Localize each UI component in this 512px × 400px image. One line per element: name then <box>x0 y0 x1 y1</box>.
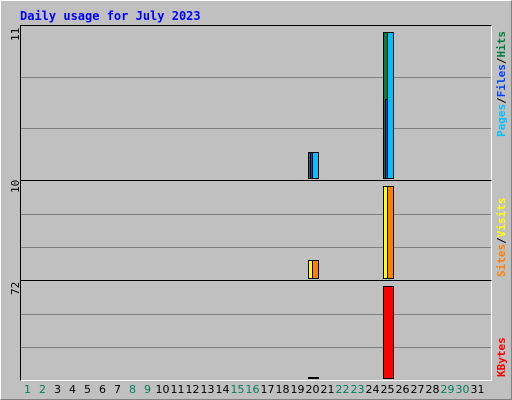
bar-pages-day-20 <box>312 152 319 179</box>
x-tick-label-30: 30 <box>455 383 470 396</box>
legend-item: Files <box>495 64 508 98</box>
x-tick-label-1: 1 <box>24 383 31 396</box>
legend-item: / <box>495 237 508 244</box>
hits-ymax-label: 11 <box>9 27 22 41</box>
gridline <box>21 128 491 129</box>
gridline <box>21 77 491 78</box>
x-tick-label-23: 23 <box>350 383 365 396</box>
legend-item: Sites <box>495 243 508 277</box>
x-tick-label-29: 29 <box>440 383 455 396</box>
x-tick-label-13: 13 <box>200 383 215 396</box>
x-tick-label-5: 5 <box>84 383 91 396</box>
x-tick-label-28: 28 <box>425 383 440 396</box>
x-tick-label-7: 7 <box>114 383 121 396</box>
legend-item: Visits <box>495 197 508 238</box>
x-tick-label-19: 19 <box>290 383 305 396</box>
gridline <box>21 347 491 348</box>
bar-sites-day-20 <box>312 260 319 279</box>
bar-kbytes-day-20 <box>308 377 319 379</box>
gridline <box>21 314 491 315</box>
x-tick-label-9: 9 <box>144 383 151 396</box>
bar-pages-day-25 <box>387 32 394 179</box>
gridline <box>21 247 491 248</box>
x-tick-label-12: 12 <box>185 383 200 396</box>
x-tick-label-16: 16 <box>245 383 260 396</box>
x-tick-label-2: 2 <box>39 383 46 396</box>
x-tick-label-10: 10 <box>155 383 170 396</box>
x-tick-label-14: 14 <box>215 383 230 396</box>
sites-legend: Sites/Visits <box>495 198 508 278</box>
x-tick-label-3: 3 <box>54 383 61 396</box>
x-tick-label-25: 25 <box>380 383 395 396</box>
kbytes-panel <box>20 280 492 381</box>
kbytes-ymax-label: 72 <box>9 281 22 295</box>
x-tick-label-20: 20 <box>305 383 320 396</box>
x-tick-label-6: 6 <box>99 383 106 396</box>
x-tick-label-24: 24 <box>365 383 380 396</box>
hits-legend: Pages/Files/Hits <box>495 31 508 137</box>
chart-title: Daily usage for July 2023 <box>20 9 201 23</box>
x-tick-label-4: 4 <box>69 383 76 396</box>
sites-ymax-label: 10 <box>9 179 22 193</box>
legend-item: Hits <box>495 31 508 58</box>
x-tick-label-18: 18 <box>275 383 290 396</box>
bar-sites-day-25 <box>387 186 394 279</box>
gridline <box>21 214 491 215</box>
x-tick-label-26: 26 <box>395 383 410 396</box>
x-tick-label-21: 21 <box>320 383 335 396</box>
x-tick-label-11: 11 <box>170 383 185 396</box>
legend-item: Pages <box>495 103 508 137</box>
hits-panel <box>20 25 492 181</box>
legend-item: / <box>495 97 508 104</box>
legend-item: / <box>495 57 508 65</box>
x-tick-label-31: 31 <box>470 383 485 396</box>
legend-item: KBytes <box>495 337 508 377</box>
sites-panel <box>20 180 492 281</box>
x-tick-label-27: 27 <box>410 383 425 396</box>
bar-kbytes-day-25 <box>383 286 394 379</box>
x-tick-label-17: 17 <box>260 383 275 396</box>
kbytes-legend: KBytes <box>495 337 508 377</box>
x-axis: 1 2 3 4 5 6 7 8 9 10 11 12 13 14 15 16 17 18 19 20 21 22 23 24 2… <box>20 383 490 397</box>
x-tick-label-22: 22 <box>335 383 350 396</box>
x-tick-label-15: 15 <box>230 383 245 396</box>
x-tick-label-8: 8 <box>129 383 136 396</box>
